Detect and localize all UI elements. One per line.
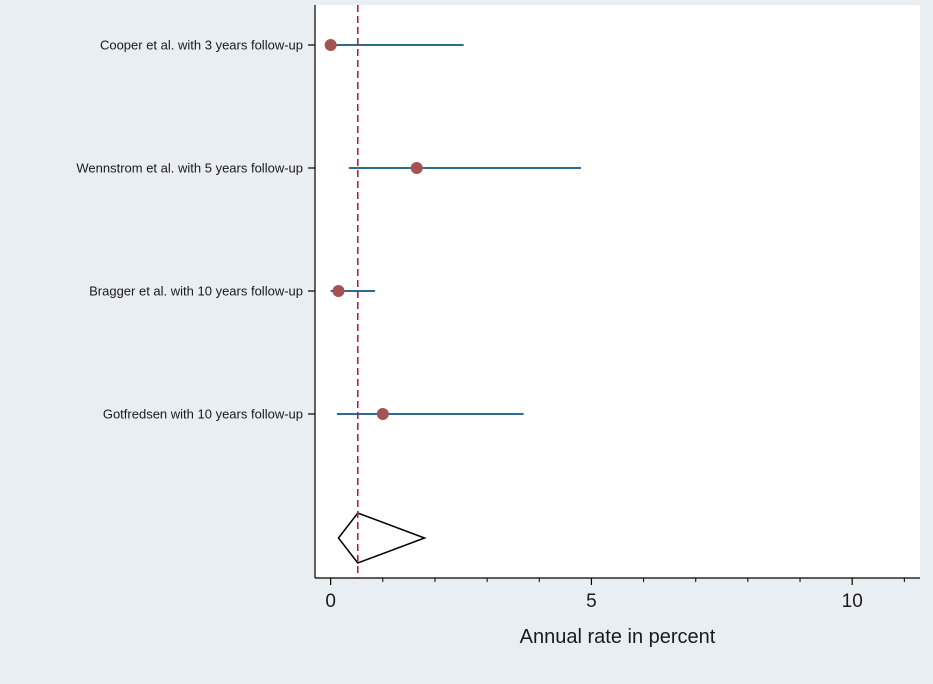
point-estimate-1 <box>410 162 423 174</box>
pooled-diamond <box>337 512 427 564</box>
study-label-2: Bragger et al. with 10 years follow-up <box>89 284 303 299</box>
study-label-1: Wennstrom et al. with 5 years follow-up <box>76 161 303 176</box>
study-label-0: Cooper et al. with 3 years follow-up <box>100 38 303 53</box>
x-axis-title: Annual rate in percent <box>520 626 716 648</box>
plot-area <box>315 5 920 578</box>
point-estimate-3 <box>376 408 389 420</box>
point-estimate-0 <box>324 39 337 51</box>
x-tick-label-2: 10 <box>842 591 863 612</box>
x-tick-label-1: 5 <box>586 591 597 612</box>
study-label-3: Gotfredsen with 10 years follow-up <box>103 407 303 422</box>
point-estimate-2 <box>332 285 345 297</box>
x-tick-label-0: 0 <box>325 591 336 612</box>
